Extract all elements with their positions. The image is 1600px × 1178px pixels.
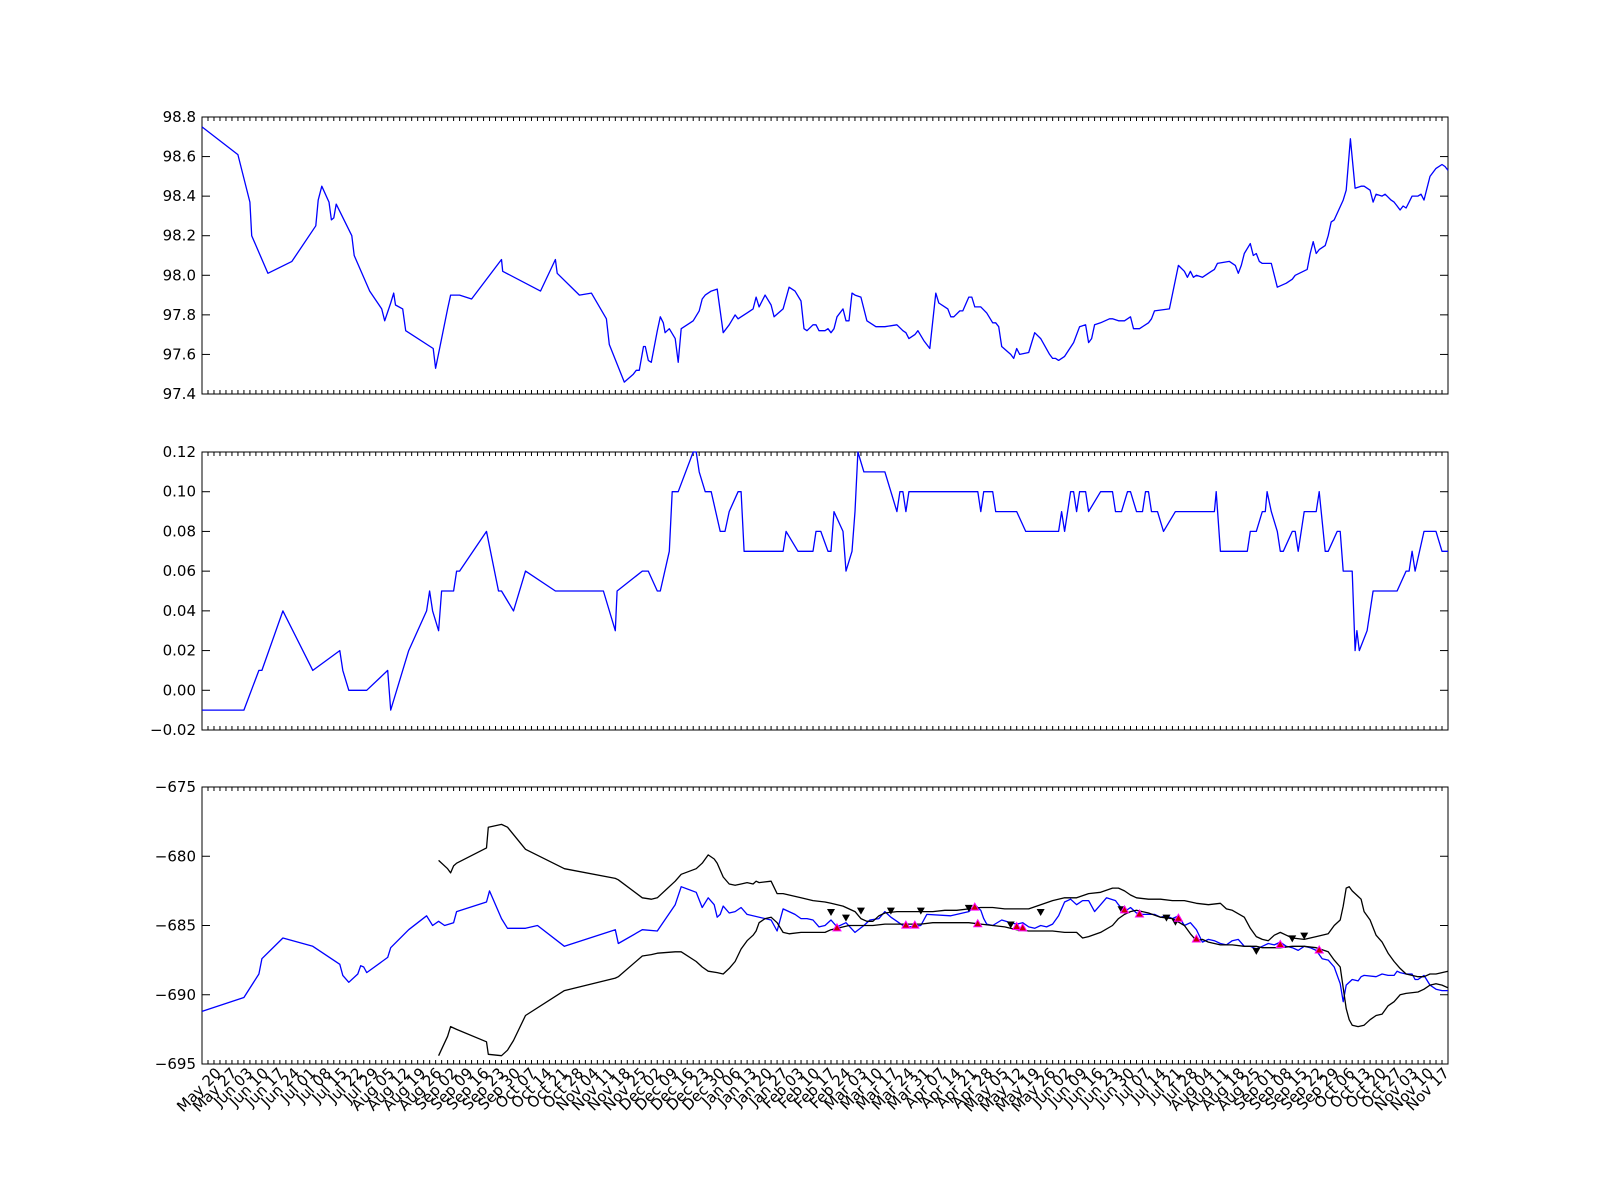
panel-middle: −0.02 0.00 0.02 0.04 0.06 0.08 0.10 0.12 xyxy=(150,443,1449,739)
up-marker xyxy=(1011,921,1022,930)
y-tick-label: 97.8 xyxy=(163,306,196,324)
up-marker xyxy=(1173,913,1184,922)
y-tick-label: 98.2 xyxy=(163,227,196,245)
up-marker xyxy=(1119,904,1130,914)
y-tick-label: 97.4 xyxy=(163,385,196,403)
y-tick-label: 0.06 xyxy=(163,562,196,580)
y-tick-label: −675 xyxy=(155,778,196,796)
y-tick-label: 97.6 xyxy=(163,345,196,363)
up-marker xyxy=(1314,945,1325,954)
y-tick-label: 0.08 xyxy=(163,522,196,540)
up-marker xyxy=(832,922,842,932)
down-marker xyxy=(1252,947,1261,955)
up-marker xyxy=(1134,909,1145,918)
series-line xyxy=(201,886,1448,1013)
y-tick-label: 0.04 xyxy=(163,602,196,620)
y-tick-label: −680 xyxy=(155,847,196,865)
down-marker xyxy=(1288,935,1297,943)
series-line xyxy=(438,823,1449,978)
down-marker xyxy=(1300,932,1309,940)
series-line xyxy=(202,451,1448,711)
y-tick-label: 0.02 xyxy=(163,642,196,660)
y-tick-label: −0.02 xyxy=(150,721,196,739)
series-line xyxy=(201,126,1449,383)
up-marker xyxy=(901,920,911,929)
y-tick-label: 98.0 xyxy=(163,266,196,284)
down-marker xyxy=(1006,921,1015,929)
series-line xyxy=(438,909,1449,1057)
y-tick-label: 98.8 xyxy=(163,108,196,126)
panel-top: 97.4 97.6 97.8 98.0 98.2 98.4 98.6 98.8 xyxy=(163,108,1449,403)
y-tick-label: 98.4 xyxy=(163,187,196,205)
down-marker xyxy=(886,907,895,915)
y-tick-label: 0.10 xyxy=(163,483,196,501)
up-marker xyxy=(1017,922,1028,932)
y-tick-label: −695 xyxy=(155,1055,196,1073)
y-tick-label: 0.00 xyxy=(163,681,196,699)
up-marker xyxy=(1275,939,1286,949)
up-marker xyxy=(972,918,983,928)
down-marker xyxy=(916,907,925,915)
down-marker xyxy=(841,914,850,922)
axes-frame xyxy=(201,116,1449,395)
y-tick-label: 98.6 xyxy=(163,148,196,166)
down-marker xyxy=(1162,914,1171,922)
y-tick-label: −690 xyxy=(155,986,196,1004)
y-tick-label: −685 xyxy=(155,917,196,935)
down-marker xyxy=(826,909,835,917)
down-marker xyxy=(1036,909,1045,917)
up-marker xyxy=(1191,933,1202,943)
up-marker xyxy=(969,902,980,911)
up-marker xyxy=(909,920,920,929)
down-marker xyxy=(856,907,865,915)
down-marker xyxy=(964,904,973,912)
y-tick-label: 0.12 xyxy=(163,443,196,461)
